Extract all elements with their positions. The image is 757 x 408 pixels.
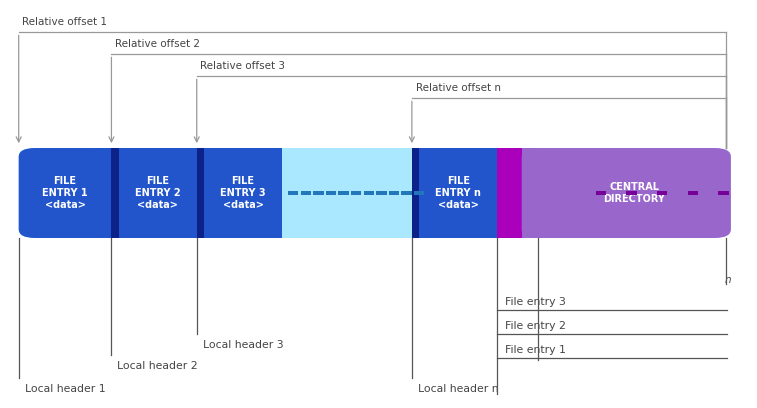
Bar	[412, 148, 419, 238]
Bar	[376, 191, 387, 195]
Text: Relative offset 2: Relative offset 2	[115, 39, 200, 49]
Text: File entry 1: File entry 1	[505, 345, 565, 355]
Text: Relative offset 3: Relative offset 3	[201, 61, 285, 71]
Text: FILE
ENTRY n
<data>: FILE ENTRY n <data>	[435, 175, 481, 211]
FancyBboxPatch shape	[19, 148, 731, 238]
Text: Relative offset 1: Relative offset 1	[23, 17, 107, 27]
Text: Local header n: Local header n	[418, 384, 498, 394]
Bar	[414, 191, 425, 195]
Bar	[363, 191, 374, 195]
Bar	[111, 148, 197, 238]
Text: File entry 3: File entry 3	[505, 297, 565, 307]
Text: FILE
ENTRY 1
<data>: FILE ENTRY 1 <data>	[42, 175, 88, 211]
Bar	[95, 148, 112, 238]
Bar	[351, 191, 361, 195]
Text: Local header 1: Local header 1	[25, 384, 105, 394]
Bar	[301, 191, 311, 195]
Bar	[111, 148, 119, 238]
FancyBboxPatch shape	[522, 148, 731, 238]
Bar	[313, 191, 323, 195]
Text: n: n	[724, 275, 731, 285]
Bar	[718, 191, 729, 195]
Bar	[687, 191, 698, 195]
Bar	[627, 191, 637, 195]
Bar	[338, 191, 349, 195]
Bar	[288, 191, 298, 195]
FancyBboxPatch shape	[19, 148, 128, 238]
Bar	[596, 191, 606, 195]
Text: Local header 3: Local header 3	[203, 340, 283, 350]
Bar	[401, 191, 412, 195]
Bar	[326, 191, 336, 195]
Text: File entry 2: File entry 2	[505, 321, 565, 331]
Text: Local header 2: Local header 2	[117, 361, 198, 371]
Bar	[522, 148, 539, 238]
Text: Relative offset n: Relative offset n	[416, 83, 500, 93]
Bar	[197, 148, 204, 238]
Text: CENTRAL
DIRECTORY: CENTRAL DIRECTORY	[603, 182, 665, 204]
Text: FILE
ENTRY 2
<data>: FILE ENTRY 2 <data>	[135, 175, 181, 211]
Text: FILE
ENTRY 3
<data>: FILE ENTRY 3 <data>	[220, 175, 266, 211]
Bar	[657, 191, 668, 195]
Bar	[197, 148, 282, 238]
Bar	[497, 148, 538, 238]
Bar	[412, 148, 497, 238]
Bar	[389, 191, 399, 195]
